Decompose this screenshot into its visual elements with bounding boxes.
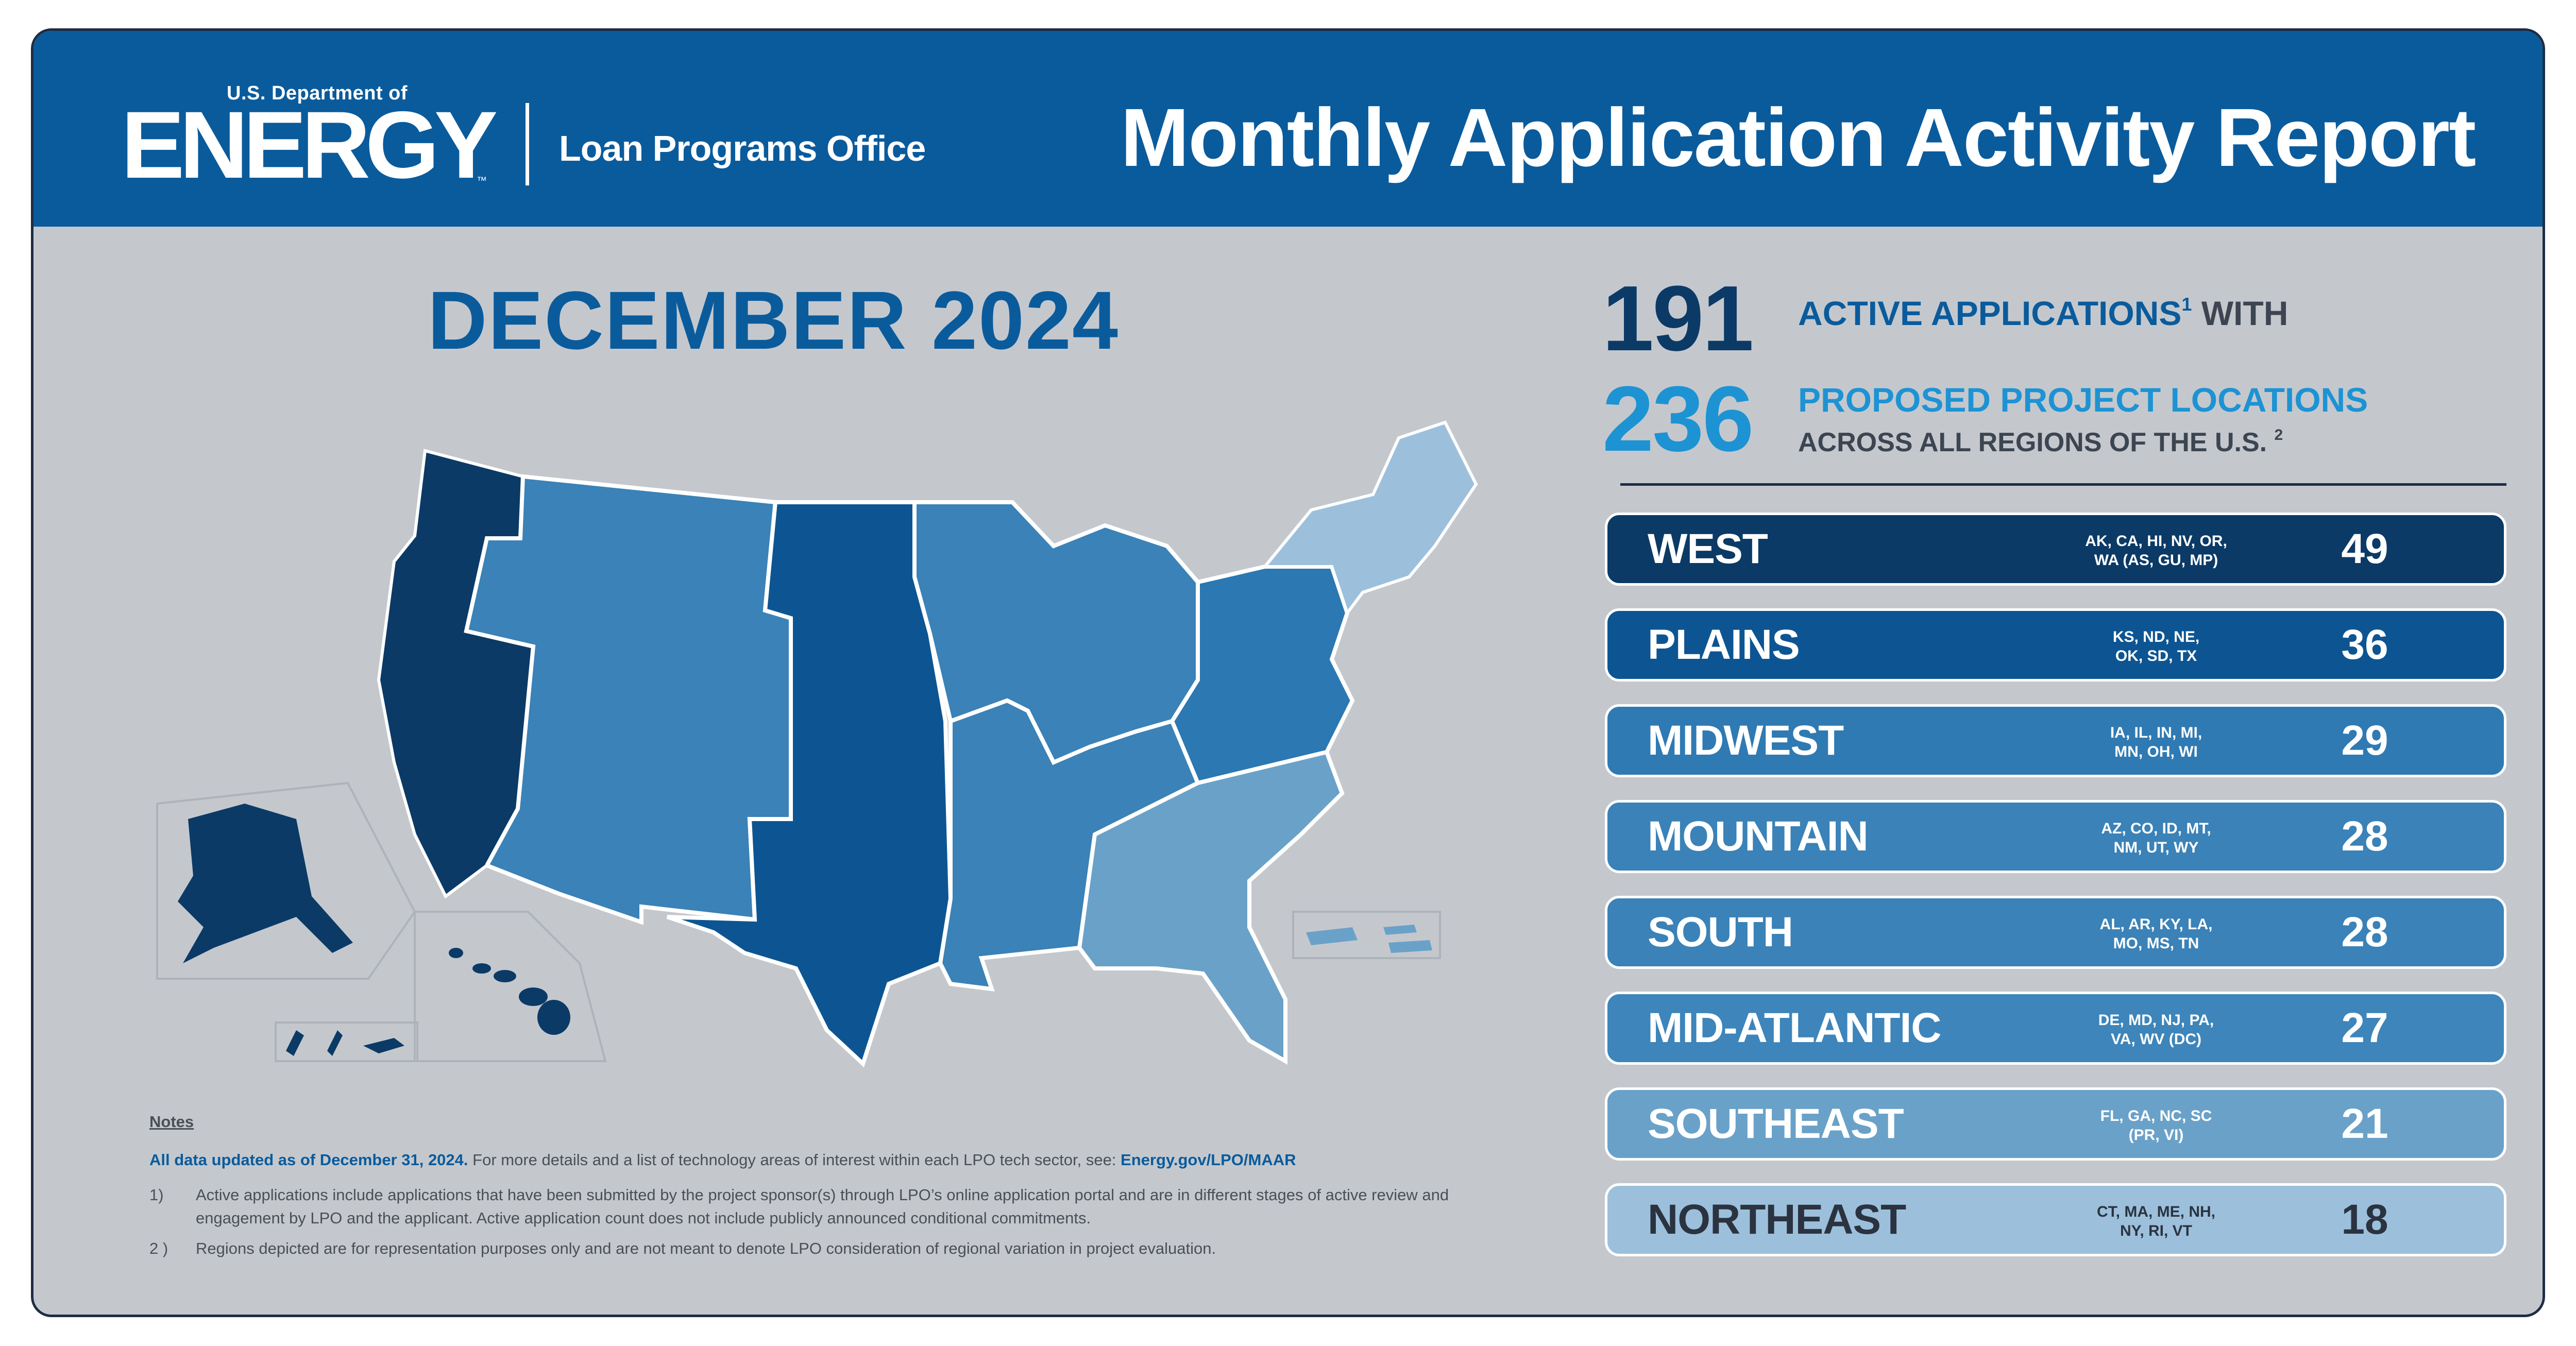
- caribbean-inset-frame: [1292, 911, 1441, 959]
- footnote-1: 1) Active applications include applicati…: [149, 1184, 1540, 1230]
- footnote-ref-1: 1: [2181, 294, 2192, 315]
- active-label-text: ACTIVE APPLICATIONS: [1798, 294, 2182, 332]
- region-states: KS, ND, NE, OK, SD, TX: [2112, 628, 2200, 665]
- region-count: 36: [2341, 621, 2388, 668]
- alaska-map: [178, 804, 353, 963]
- region-name: MOUNTAIN: [1648, 813, 1869, 860]
- region-name: MID-ATLANTIC: [1648, 1004, 1941, 1051]
- report-title: Monthly Application Activity Report: [1121, 91, 2476, 183]
- notes-updated: All data updated as of December 31, 2024…: [149, 1151, 1540, 1169]
- active-applications-label: ACTIVE APPLICATIONS1 WITH: [1798, 294, 2288, 333]
- hawaii-inset-frame: [414, 911, 607, 1062]
- project-locations-label: PROPOSED PROJECT LOCATIONS: [1798, 381, 2368, 419]
- logo-department-text: U.S. Department of: [227, 82, 408, 104]
- across-label-text: ACROSS ALL REGIONS OF THE U.S.: [1798, 428, 2267, 457]
- region-name: SOUTH: [1648, 909, 1793, 956]
- region-south: SOUTH AL, AR, KY, LA, MO, MS, TN 28: [1605, 896, 2506, 969]
- region-plains: PLAINS KS, ND, NE, OK, SD, TX 36: [1605, 608, 2506, 681]
- region-name: SOUTHEAST: [1648, 1100, 1904, 1147]
- maar-link[interactable]: Energy.gov/LPO/MAAR: [1121, 1151, 1296, 1169]
- region-count: 18: [2341, 1196, 2388, 1243]
- footnote-ref-2: 2: [2274, 427, 2283, 444]
- report-card: U.S. Department of ENERGY ™ Loan Program…: [31, 28, 2545, 1317]
- caribbean-territories-map: [1306, 925, 1432, 953]
- office-name: Loan Programs Office: [559, 128, 926, 168]
- region-states: CT, MA, ME, NH, NY, RI, VT: [2097, 1203, 2215, 1239]
- with-text: WITH: [2201, 294, 2289, 332]
- footnote-number: 1): [149, 1186, 164, 1204]
- footnote-number: 2 ): [149, 1239, 168, 1257]
- pacific-territories-map: [286, 1030, 404, 1056]
- region-count: 28: [2341, 909, 2388, 956]
- region-name: WEST: [1648, 525, 1768, 572]
- stats-divider: [1620, 483, 2506, 486]
- region-states: AZ, CO, ID, MT, NM, UT, WY: [2101, 820, 2211, 856]
- across-regions-label: ACROSS ALL REGIONS OF THE U.S. 2: [1798, 427, 2283, 458]
- footnote-text: Regions depicted are for representation …: [196, 1239, 1216, 1257]
- region-count: 21: [2341, 1100, 2388, 1147]
- region-name: PLAINS: [1648, 621, 1800, 668]
- header-bar: U.S. Department of ENERGY ™ Loan Program…: [33, 31, 2543, 227]
- notes-heading: Notes: [149, 1113, 194, 1131]
- region-northeast: NORTHEAST CT, MA, ME, NH, NY, RI, VT 18: [1605, 1183, 2506, 1256]
- regions-list: WEST AK, CA, HI, NV, OR, WA (AS, GU, MP) …: [1605, 513, 2506, 1279]
- active-applications-count: 191: [1602, 267, 1754, 370]
- region-count: 29: [2341, 717, 2388, 764]
- region-southeast-map: [1077, 749, 1345, 1065]
- territories-inset-frame: [275, 1021, 418, 1062]
- region-states: IA, IL, IN, MI, MN, OH, WI: [2110, 724, 2202, 760]
- region-midwest: MIDWEST IA, IL, IN, MI, MN, OH, WI 29: [1605, 704, 2506, 777]
- region-count: 27: [2341, 1004, 2388, 1051]
- us-regions-map: [156, 420, 1478, 1068]
- logo-divider: [526, 103, 529, 185]
- region-name: NORTHEAST: [1648, 1196, 1906, 1243]
- region-mountain: MOUNTAIN AZ, CO, ID, MT, NM, UT, WY 28: [1605, 800, 2506, 873]
- region-count: 28: [2341, 813, 2388, 860]
- footnote-text: Active applications include applications…: [196, 1186, 1449, 1227]
- project-locations-count: 236: [1602, 367, 1754, 471]
- energy-logo: ENERGY: [121, 92, 498, 198]
- region-states: AK, CA, HI, NV, OR, WA (AS, GU, MP): [2085, 533, 2227, 569]
- region-states: FL, GA, NC, SC (PR, VI): [2100, 1108, 2212, 1144]
- logo-trademark: ™: [477, 175, 487, 186]
- region-states: AL, AR, KY, LA, MO, MS, TN: [2099, 916, 2213, 952]
- notes-updated-text: For more details and a list of technolog…: [472, 1151, 1116, 1169]
- region-name: MIDWEST: [1648, 717, 1844, 764]
- region-count: 49: [2341, 525, 2388, 572]
- alaska-inset-frame: [156, 781, 416, 980]
- notes-updated-date: All data updated as of December 31, 2024…: [149, 1151, 468, 1169]
- region-states: DE, MD, NJ, PA, VA, WV (DC): [2098, 1012, 2214, 1048]
- region-mid-atlantic: MID-ATLANTIC DE, MD, NJ, PA, VA, WV (DC) …: [1605, 992, 2506, 1065]
- footnote-2: 2 ) Regions depicted are for representat…: [149, 1237, 1540, 1260]
- region-northeast-map: [1261, 420, 1478, 617]
- notes-section: Notes All data updated as of December 31…: [149, 1113, 1540, 1260]
- region-southeast: SOUTHEAST FL, GA, NC, SC (PR, VI) 21: [1605, 1087, 2506, 1161]
- hawaii-map: [449, 948, 570, 1035]
- region-west: WEST AK, CA, HI, NV, OR, WA (AS, GU, MP) …: [1605, 513, 2506, 586]
- report-month: DECEMBER 2024: [428, 274, 1120, 366]
